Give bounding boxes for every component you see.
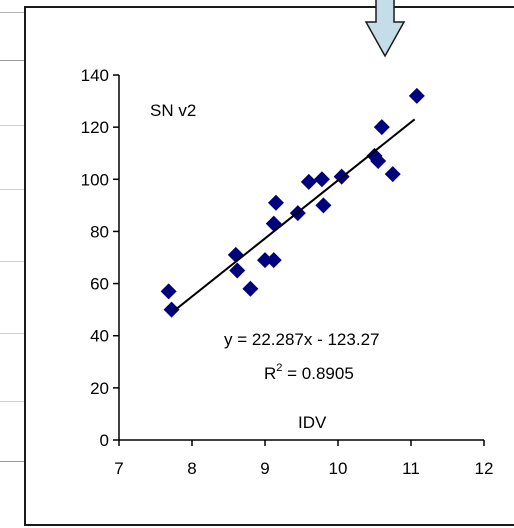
data-point	[160, 283, 177, 300]
data-point	[229, 262, 246, 279]
tick-labels: 0 20 40 60 80 100 120 140 7 8 9 10 11 12	[81, 66, 494, 478]
down-arrow-icon	[364, 0, 406, 58]
y-tick-label: 120	[81, 118, 109, 137]
x-tick-label: 12	[475, 459, 494, 478]
data-point	[370, 153, 387, 170]
data-point	[265, 252, 282, 269]
data-point	[267, 194, 284, 211]
y-tick-label: 100	[81, 170, 109, 189]
r-squared-value: = 0.8905	[282, 364, 353, 383]
data-point	[408, 87, 425, 104]
data-point	[265, 215, 282, 232]
background-toolbar-edge	[0, 0, 40, 13]
series-label: SN v2	[150, 101, 196, 120]
x-tick-label: 9	[260, 459, 269, 478]
trendline-line	[173, 118, 416, 312]
x-tick-label: 8	[187, 459, 196, 478]
data-point	[315, 197, 332, 214]
r-squared-label: R2 = 0.8905	[264, 362, 354, 383]
r-squared-prefix: R	[264, 364, 276, 383]
y-tick-label: 80	[90, 222, 109, 241]
chart-window[interactable]: 0 20 40 60 80 100 120 140 7 8 9 10 11 12 SN v2 y = 22…	[24, 6, 514, 526]
idv-label: IDV	[298, 413, 327, 432]
regression-equation: y = 22.287x - 123.27	[224, 330, 379, 349]
data-point	[242, 280, 259, 297]
r-squared-superscript: 2	[276, 362, 282, 374]
data-point	[384, 166, 401, 183]
y-tick-label: 0	[100, 431, 109, 450]
y-tick-label: 20	[90, 379, 109, 398]
x-tick-label: 11	[402, 459, 420, 478]
axes	[113, 74, 485, 446]
data-point	[163, 301, 180, 318]
x-tick-label: 10	[329, 459, 348, 478]
data-points	[160, 87, 425, 318]
data-point	[373, 119, 390, 136]
y-tick-label: 140	[81, 66, 109, 85]
trendline	[173, 118, 416, 312]
y-tick-label: 60	[90, 275, 109, 294]
scatter-plot: 0 20 40 60 80 100 120 140 7 8 9 10 11 12 SN v2 y = 22…	[81, 66, 494, 478]
x-tick-label: 7	[114, 459, 123, 478]
pointer-arrow	[364, 0, 406, 58]
data-point	[257, 252, 273, 269]
data-point	[300, 173, 317, 190]
data-point	[313, 171, 330, 188]
y-tick-label: 40	[90, 327, 109, 346]
